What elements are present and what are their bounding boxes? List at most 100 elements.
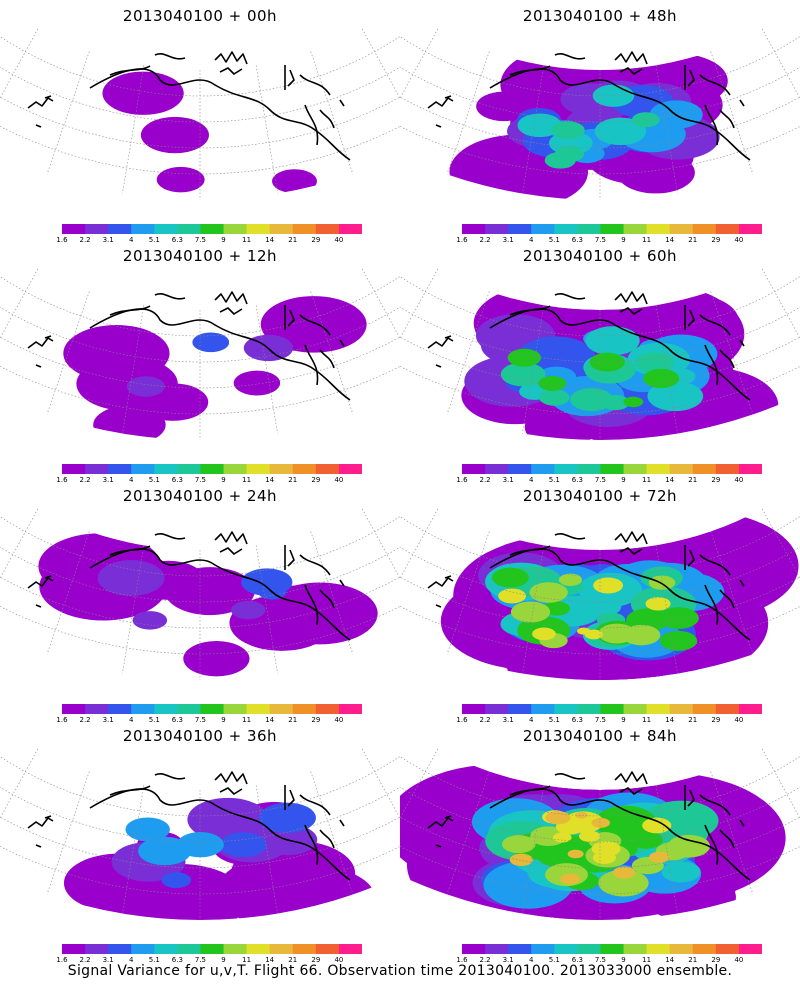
colorbar-label: 11 bbox=[642, 236, 652, 244]
variance-map bbox=[0, 748, 400, 920]
colorbar-label: 29 bbox=[311, 236, 321, 244]
colorbar-label: 6.3 bbox=[171, 956, 183, 964]
forecast-panel: 2013040100 + 36h 1.6 2.2 3.1 4 5.1 6.3 7.5 9 11 14… bbox=[0, 720, 400, 964]
colorbar-label: 7.5 bbox=[594, 476, 607, 484]
colorbar-label: 1.6 bbox=[456, 476, 468, 484]
colorbar-swatch bbox=[692, 944, 717, 954]
colorbar-swatch bbox=[246, 944, 271, 954]
colorbar-label: 2.2 bbox=[479, 236, 491, 244]
colorbar-label: 14 bbox=[265, 476, 275, 484]
colorbar-label: 14 bbox=[665, 956, 675, 964]
colorbar-label: 29 bbox=[311, 956, 321, 964]
colorbar-labels: 1.6 2.2 3.1 4 5.1 6.3 7.5 9 11 14 21 29 40 bbox=[56, 716, 362, 726]
colorbar-swatch bbox=[600, 224, 625, 234]
colorbar-label: 9 bbox=[221, 716, 226, 724]
colorbar-label: 9 bbox=[621, 716, 626, 724]
colorbar-swatch bbox=[108, 704, 132, 714]
colorbar-swatch bbox=[154, 704, 178, 714]
colorbar-label: 14 bbox=[665, 476, 675, 484]
colorbar bbox=[462, 704, 762, 714]
colorbar-label: 40 bbox=[334, 716, 344, 724]
colorbar-swatch bbox=[623, 464, 648, 474]
colorbar-label: 40 bbox=[734, 236, 744, 244]
colorbar-label: 14 bbox=[665, 716, 675, 724]
colorbar-swatch bbox=[692, 704, 717, 714]
variance-map bbox=[400, 28, 800, 200]
colorbar-swatch bbox=[531, 464, 555, 474]
colorbar-swatch bbox=[715, 224, 740, 234]
colorbar-swatch bbox=[200, 704, 225, 714]
colorbar-label: 5.1 bbox=[548, 956, 560, 964]
colorbar-swatch bbox=[315, 224, 340, 234]
colorbar-label: 5.1 bbox=[548, 476, 560, 484]
colorbar-swatch bbox=[715, 944, 740, 954]
colorbar-label: 2.2 bbox=[479, 476, 491, 484]
colorbar-swatch bbox=[623, 944, 648, 954]
colorbar-label: 11 bbox=[642, 956, 652, 964]
colorbar-swatch bbox=[508, 944, 532, 954]
colorbar-label: 11 bbox=[242, 956, 252, 964]
colorbar-swatch bbox=[738, 704, 762, 714]
colorbar-label: 21 bbox=[288, 236, 298, 244]
colorbar-label: 3.1 bbox=[102, 716, 114, 724]
colorbar-swatch bbox=[131, 224, 155, 234]
colorbar-label: 9 bbox=[621, 236, 626, 244]
colorbar-label: 11 bbox=[242, 476, 252, 484]
colorbar bbox=[62, 944, 362, 954]
colorbar-label: 40 bbox=[734, 956, 744, 964]
colorbar-label: 1.6 bbox=[456, 716, 468, 724]
colorbar-swatch bbox=[508, 224, 532, 234]
colorbar-swatch bbox=[108, 224, 132, 234]
colorbar-label: 9 bbox=[621, 956, 626, 964]
colorbar-label: 3.1 bbox=[102, 956, 114, 964]
colorbar-label: 11 bbox=[242, 716, 252, 724]
colorbar-label: 2.2 bbox=[79, 716, 91, 724]
colorbar-label: 2.2 bbox=[79, 956, 91, 964]
colorbar-label: 4 bbox=[528, 716, 534, 724]
colorbar-swatch bbox=[177, 464, 201, 474]
colorbar-label: 1.6 bbox=[56, 956, 68, 964]
colorbar-swatch bbox=[531, 704, 555, 714]
colorbar-label: 29 bbox=[711, 236, 721, 244]
colorbar-swatch bbox=[62, 224, 86, 234]
colorbar-swatch bbox=[485, 464, 509, 474]
colorbar bbox=[462, 464, 762, 474]
colorbar-swatch bbox=[177, 944, 201, 954]
colorbar-label: 1.6 bbox=[56, 476, 68, 484]
colorbar-swatch bbox=[646, 704, 671, 714]
variance-map bbox=[400, 748, 800, 920]
colorbar-swatch bbox=[646, 224, 671, 234]
colorbar-label: 9 bbox=[621, 476, 626, 484]
panel-title: 2013040100 + 24h bbox=[122, 487, 278, 505]
colorbar-label: 21 bbox=[688, 956, 698, 964]
colorbar-swatch bbox=[669, 464, 694, 474]
colorbar-label: 5.1 bbox=[148, 716, 160, 724]
colorbar-label: 29 bbox=[711, 476, 721, 484]
colorbar-swatch bbox=[669, 224, 694, 234]
colorbar-swatch bbox=[223, 944, 248, 954]
colorbar-swatch bbox=[554, 704, 578, 714]
colorbar-label: 2.2 bbox=[79, 236, 91, 244]
colorbar-swatch bbox=[315, 704, 340, 714]
colorbar-swatch bbox=[600, 464, 625, 474]
colorbar-swatch bbox=[154, 224, 178, 234]
colorbar-swatch bbox=[531, 944, 555, 954]
colorbar-label: 4 bbox=[128, 476, 134, 484]
colorbar-swatch bbox=[315, 944, 340, 954]
colorbar-swatch bbox=[246, 704, 271, 714]
colorbar-swatch bbox=[462, 704, 486, 714]
colorbar-label: 5.1 bbox=[148, 236, 160, 244]
colorbar-label: 3.1 bbox=[502, 716, 514, 724]
colorbar-swatch bbox=[462, 464, 486, 474]
colorbar-label: 11 bbox=[642, 476, 652, 484]
colorbar-swatch bbox=[154, 944, 178, 954]
colorbar-swatch bbox=[462, 944, 486, 954]
colorbar-label: 3.1 bbox=[102, 476, 114, 484]
colorbar-label: 14 bbox=[665, 236, 675, 244]
colorbar-label: 6.3 bbox=[571, 956, 583, 964]
colorbar-label: 4 bbox=[128, 956, 134, 964]
colorbar-swatch bbox=[62, 944, 86, 954]
colorbar-label: 40 bbox=[334, 956, 344, 964]
colorbar-label: 6.3 bbox=[171, 476, 183, 484]
colorbar-label: 21 bbox=[688, 236, 698, 244]
